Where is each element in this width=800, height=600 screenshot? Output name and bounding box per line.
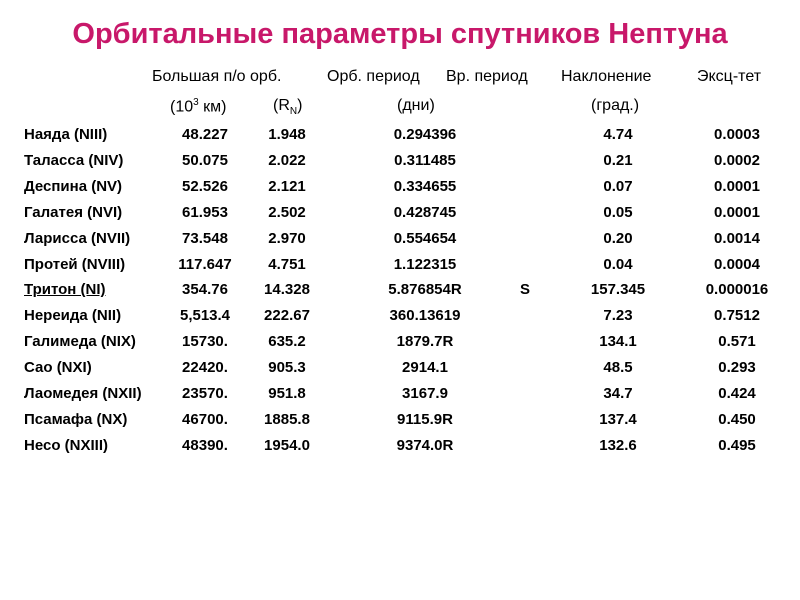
- cell: 23570.: [182, 385, 228, 402]
- cell: 635.2: [268, 333, 306, 351]
- cell: 46700.: [182, 410, 228, 428]
- satellite-name: Ларисса (NVII): [24, 229, 131, 247]
- cell: 0.450: [718, 410, 756, 428]
- cell: 50.075: [182, 151, 228, 169]
- satellite-name: Наяда (NIII): [24, 126, 108, 143]
- cell: 0.571: [718, 333, 756, 351]
- cell: 4.74: [603, 126, 633, 143]
- cell: 0.554654: [393, 229, 457, 247]
- cell: 117.647: [178, 255, 232, 273]
- cell: 0.294396: [393, 126, 457, 143]
- unit-part: (град.): [591, 97, 640, 114]
- cell: 0.20: [603, 229, 633, 247]
- satellite-name: Таласса (NIV): [24, 151, 124, 169]
- cell: 1.948: [268, 126, 306, 143]
- unit-part: (10: [170, 98, 194, 116]
- cell: 0.424: [718, 385, 756, 402]
- cell: 34.7: [603, 385, 633, 402]
- cell: 951.8: [268, 385, 306, 402]
- cell: 222.67: [264, 307, 310, 325]
- satellite-name: Сао (NXI): [24, 359, 92, 377]
- cell: 354.76: [182, 281, 228, 299]
- cell: 15730.: [182, 333, 228, 351]
- satellite-name: Галимеда (NIX): [24, 333, 136, 351]
- cell: 0.04: [603, 255, 633, 273]
- cell: 0.0001: [714, 177, 760, 195]
- cell: 0.0003: [714, 126, 760, 143]
- unit-part: 3: [193, 97, 199, 108]
- cell: 0.495: [718, 436, 756, 454]
- unit-part: (дни): [397, 97, 435, 114]
- column-header: Орб. период: [327, 68, 420, 85]
- cell: 0.000016: [705, 281, 769, 299]
- cell: 2.502: [268, 203, 306, 221]
- cell: S: [519, 281, 531, 299]
- unit-part: N: [289, 106, 298, 118]
- cell: 157.345: [590, 281, 646, 299]
- cell: 0.428745: [393, 203, 457, 221]
- cell: 1885.8: [264, 410, 310, 428]
- cell: 9115.9R: [397, 410, 453, 428]
- cell: 0.334655: [393, 177, 457, 195]
- satellite-name: Лаомедея (NXII): [24, 385, 142, 402]
- title: Орбитальные параметры спутников Нептуна: [72, 18, 728, 50]
- cell: 0.07: [603, 177, 633, 195]
- unit-part: (R: [273, 97, 290, 114]
- satellite-name: Протей (NVIII): [24, 255, 126, 273]
- satellite-name: Несо (NXIII): [24, 436, 108, 454]
- cell: 134.1: [599, 333, 637, 351]
- cell: 7.23: [603, 307, 633, 325]
- cell: 5,513.4: [179, 307, 231, 325]
- satellite-name: Галатея (NVI): [24, 203, 123, 221]
- column-header: Вр. период: [446, 68, 528, 85]
- unit-part: ): [297, 97, 303, 114]
- cell: 0.05: [603, 203, 633, 221]
- cell: 61.953: [182, 203, 228, 221]
- satellite-name: Деспина (NV): [24, 177, 123, 195]
- cell: 0.7512: [714, 307, 760, 325]
- column-header: Большая п/о орб.: [152, 68, 282, 85]
- cell: 905.3: [268, 359, 306, 377]
- unit-header: (RN): [273, 97, 302, 117]
- cell: 3167.9: [402, 385, 448, 402]
- cell: 14.328: [264, 281, 310, 299]
- cell: 1.122315: [393, 255, 457, 273]
- cell: 1879.7R: [396, 333, 454, 351]
- cell: 5.876854R: [388, 281, 462, 299]
- satellite-name: Тритон (NI): [24, 281, 106, 299]
- cell: 0.0002: [714, 151, 760, 169]
- cell: 48.5: [603, 359, 633, 377]
- cell: 52.526: [182, 177, 228, 195]
- unit-header: (град.): [591, 97, 639, 115]
- cell: 132.6: [599, 436, 637, 454]
- cell: 2.121: [268, 177, 306, 195]
- column-header: Эксц-тет: [697, 68, 762, 85]
- cell: 9374.0R: [396, 436, 454, 454]
- cell: 0.0001: [714, 203, 760, 221]
- cell: 2.970: [268, 229, 306, 247]
- cell: 0.311485: [394, 151, 456, 169]
- satellite-name: Нереида (NII): [24, 307, 122, 325]
- cell: 0.0014: [714, 229, 760, 247]
- cell: 22420.: [182, 359, 228, 377]
- cell: 0.0004: [714, 255, 760, 273]
- cell: 2.022: [268, 151, 306, 169]
- cell: 0.21: [603, 151, 633, 169]
- cell: 4.751: [268, 255, 306, 273]
- cell: 2914.1: [402, 359, 448, 377]
- cell: 48.227: [182, 126, 228, 143]
- cell: 360.13619: [389, 307, 461, 325]
- cell: 0.293: [718, 359, 756, 377]
- cell: 73.548: [182, 229, 228, 247]
- cell: 137.4: [599, 410, 637, 428]
- satellite-name: Псамафа (NX): [24, 410, 128, 428]
- cell: 48390.: [182, 436, 228, 454]
- unit-header: (дни): [397, 97, 435, 115]
- unit-part: км): [198, 98, 227, 116]
- column-header: Наклонение: [561, 68, 652, 85]
- unit-header: (103 км): [170, 97, 226, 116]
- cell: 1954.0: [264, 436, 310, 454]
